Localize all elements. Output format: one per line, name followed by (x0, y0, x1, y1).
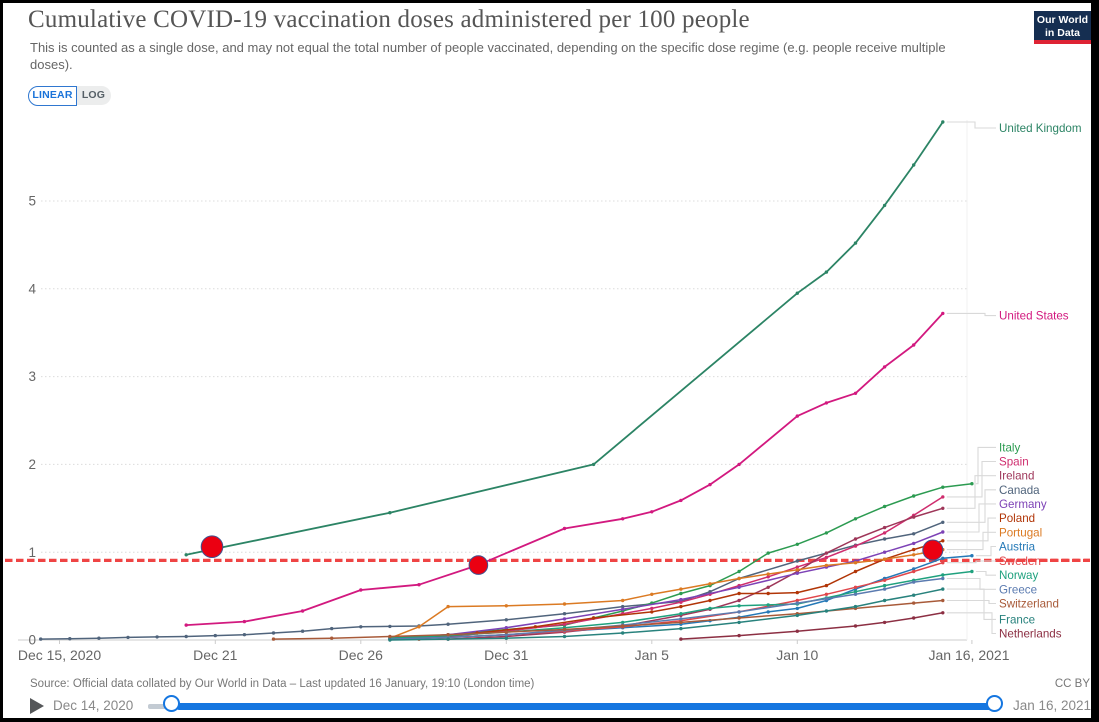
svg-text:Dec 31: Dec 31 (484, 647, 529, 663)
svg-text:2: 2 (28, 457, 36, 472)
svg-text:United States: United States (999, 310, 1069, 323)
svg-text:Norway: Norway (999, 569, 1039, 582)
svg-text:Portugal: Portugal (999, 526, 1042, 539)
svg-text:Dec 15, 2020: Dec 15, 2020 (18, 647, 101, 663)
svg-text:3: 3 (28, 369, 36, 384)
svg-text:Greece: Greece (999, 583, 1037, 596)
svg-text:Germany: Germany (999, 498, 1047, 511)
svg-text:5: 5 (28, 194, 36, 209)
svg-text:0: 0 (28, 633, 36, 648)
svg-text:Ireland: Ireland (999, 470, 1034, 483)
svg-text:Netherlands: Netherlands (999, 628, 1062, 641)
svg-text:Switzerland: Switzerland (999, 598, 1059, 611)
svg-text:Spain: Spain (999, 456, 1029, 469)
svg-text:Jan 5: Jan 5 (635, 647, 669, 663)
svg-text:Poland: Poland (999, 512, 1035, 525)
svg-text:United Kingdom: United Kingdom (999, 122, 1082, 135)
svg-text:Canada: Canada (999, 484, 1040, 497)
svg-text:1: 1 (28, 545, 36, 560)
svg-text:4: 4 (28, 281, 36, 296)
svg-text:Jan 16, 2021: Jan 16, 2021 (929, 647, 1010, 663)
svg-text:Austria: Austria (999, 541, 1036, 554)
svg-text:France: France (999, 613, 1035, 626)
svg-text:Dec 26: Dec 26 (339, 647, 384, 663)
svg-text:Italy: Italy (999, 441, 1020, 454)
svg-text:Dec 21: Dec 21 (193, 647, 238, 663)
svg-text:Jan 10: Jan 10 (776, 647, 818, 663)
